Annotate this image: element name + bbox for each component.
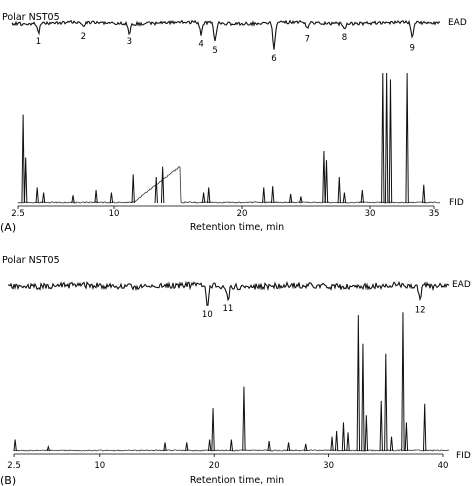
panel-a-plot: 1 2 3 45 6 7 8 9 2.5 10 20 30 35: [11, 19, 441, 219]
panel-b-ead-response-label: 10: [202, 310, 213, 320]
panel-b-ead-trace: [7, 280, 450, 306]
panel-a-fid-peak: [41, 192, 46, 204]
panel-b-fid-peak: [384, 353, 388, 452]
panel-a-ead-response-label: 9: [410, 44, 415, 54]
panel-b-fid-peak: [361, 343, 365, 452]
panel-b-letter: (B): [0, 474, 16, 486]
panel-a-x-tick-label: 2.5: [11, 209, 25, 219]
panel-b-fid-peak: [13, 439, 17, 452]
panel-a-fid-peak: [324, 160, 329, 204]
panel-a-fid-peak: [322, 150, 326, 204]
panel-a-column-label: Polar NST05: [2, 12, 60, 23]
panel-b-x-axis-title: Retention time, min: [190, 475, 284, 486]
panel-a-x-axis-title: Retention time, min: [190, 222, 284, 233]
panel-b-fid-peak: [364, 415, 369, 452]
panel-b-fid-peak: [207, 439, 212, 452]
panel-b-fid-peak: [330, 436, 334, 452]
panel-a-ead-label: EAD: [448, 18, 467, 28]
panel-b-fid-baseline: [13, 449, 450, 452]
panel-b-fid-peak: [341, 422, 346, 452]
panel-b-ead-response-label: 12: [415, 305, 426, 315]
panel-a-ead-response-label: 2: [81, 32, 86, 42]
panel-a-fid-peak: [23, 157, 28, 204]
panel-a-fid-peak: [201, 192, 206, 204]
panel-a-x-tick-label: 30: [365, 209, 376, 219]
panel-b-plot: 10 11 12 2.5 10 20 30 40: [7, 280, 450, 471]
panel-a-fid-peak: [262, 187, 266, 204]
panel-b-fid-peak: [334, 430, 339, 452]
panel-b-ead-response-label: 11: [223, 304, 234, 314]
panel-b-x-tick-label: 30: [323, 461, 334, 471]
panel-a-x-tick-label: 10: [109, 209, 120, 219]
panel-a-fid-peak: [154, 176, 158, 204]
panel-a-fid-peak: [71, 195, 75, 204]
panel-a-fid-label: FID: [449, 198, 464, 208]
panel-b-fid-label: FID: [456, 451, 471, 461]
panel-a-ead-response-label: 6: [271, 54, 276, 64]
panel-a-ead-response-label: 7: [305, 35, 310, 45]
panel-a-fid-peak: [131, 174, 135, 204]
panel-a-ead-response-label: 4: [198, 40, 203, 50]
panel-a-ead-response-label: 3: [127, 37, 132, 47]
panel-a-ead-response-label: 1: [36, 37, 41, 47]
panel-b-fid-peak: [46, 444, 51, 452]
panel-a-fid-peak: [337, 176, 341, 204]
panel-a-fid-peak: [299, 196, 303, 204]
panel-a-fid-peak: [160, 166, 165, 204]
panel-a-fid-peak: [360, 189, 365, 204]
panel-b-fid-peak: [211, 408, 215, 452]
panel-a-fid-peak: [21, 114, 25, 204]
panel-a-fid-peak: [388, 79, 393, 204]
panel-b-fid-peak: [267, 440, 271, 452]
panel-a-ead-trace: [11, 19, 440, 50]
panel-a-fid-peak: [271, 186, 275, 204]
panel-b-fid-peak: [401, 312, 405, 452]
panel-a-fid-peak: [35, 187, 39, 204]
panel-a-fid-peak: [288, 193, 293, 204]
panel-a-fid-peak: [405, 72, 409, 204]
panel-b-fid-peak: [379, 400, 383, 452]
panel-a-fid-peak: [384, 72, 389, 204]
panel-b-fid-peak: [286, 442, 291, 452]
panel-a-fid-peak: [342, 192, 347, 204]
panel-b-fid-peak: [346, 432, 350, 452]
panel-a-x-tick-label: 35: [429, 209, 440, 219]
panel-b-fid-peak: [404, 422, 409, 452]
panel-b-fid-peak: [422, 403, 427, 452]
panel-b-x-tick-label: 20: [209, 461, 220, 471]
panel-b-column-label: Polar NST05: [2, 255, 60, 266]
panel-b-fid-peak: [389, 436, 394, 452]
panel-a-fid-peak: [422, 184, 426, 204]
panel-b-fid-peak: [163, 442, 167, 452]
panel-b-x-tick-label: 2.5: [7, 461, 21, 471]
panel-a-fid-peak: [94, 189, 98, 204]
panel-b-fid-peak: [229, 439, 234, 452]
panel-a-fid-baseline: [17, 166, 441, 204]
panel-b-x-tick-label: 10: [94, 461, 105, 471]
panel-b-fid-peak: [304, 443, 308, 452]
panel-a-fid-peak: [207, 187, 211, 204]
panel-b-fid-peak: [242, 386, 246, 452]
panel-b-fid-peak: [356, 315, 361, 452]
panel-a-x-tick-label: 20: [237, 209, 248, 219]
panel-b-ead-label: EAD: [452, 280, 471, 290]
panel-a-letter: (A): [0, 221, 16, 234]
panel-a-ead-response-label: 5: [212, 46, 217, 56]
panel-b-fid-peak: [185, 442, 189, 452]
panel-a-ead-response-label: 8: [342, 33, 347, 43]
panel-a-fid-peak: [381, 72, 385, 204]
panel-b-x-tick-label: 40: [438, 461, 449, 471]
panel-a-fid-peak: [109, 192, 114, 204]
